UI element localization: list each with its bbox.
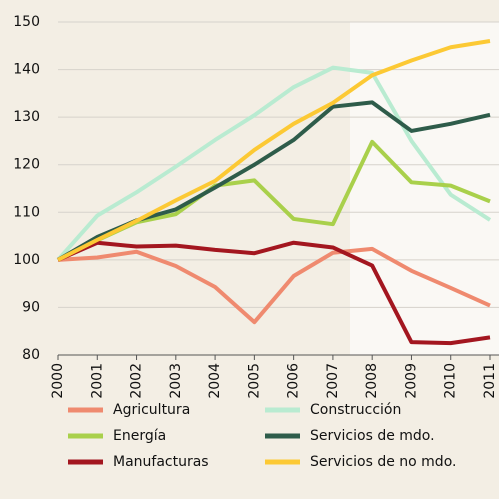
- y-tick-label: 140: [13, 62, 40, 78]
- legend-label: Servicios de mdo.: [310, 428, 435, 444]
- y-tick-label: 150: [13, 14, 40, 30]
- series-line: [57, 240, 491, 346]
- series-line: [56, 65, 492, 262]
- legend-label: Energía: [113, 428, 166, 444]
- x-tick-label: 2008: [364, 363, 380, 399]
- x-tick-label: 2010: [443, 363, 459, 399]
- x-tick-label: 2007: [325, 363, 341, 399]
- x-tick-label: 2005: [246, 363, 262, 399]
- x-tick-label: 2003: [168, 363, 184, 399]
- x-tick-label: 2000: [50, 363, 66, 399]
- y-tick-label: 80: [22, 347, 40, 363]
- x-tick-label: 2011: [482, 363, 498, 399]
- x-tick-label: 2002: [129, 363, 145, 399]
- x-tick-label: 2006: [286, 363, 302, 399]
- x-tick-label: 2001: [89, 363, 105, 399]
- y-tick-label: 90: [22, 299, 40, 315]
- series-line: [57, 246, 491, 325]
- y-tick-label: 100: [13, 252, 40, 268]
- x-tick-label: 2004: [207, 363, 223, 399]
- y-tick-label: 110: [13, 204, 40, 220]
- legend-label: Servicios de no mdo.: [310, 454, 456, 470]
- legend-label: Construcción: [310, 402, 401, 418]
- x-tick-label: 2009: [403, 363, 419, 399]
- y-tick-label: 120: [13, 157, 40, 173]
- legend-label: Agricultura: [113, 402, 190, 418]
- legend-label: Manufacturas: [113, 454, 209, 470]
- series-line: [57, 39, 491, 262]
- y-tick-label: 130: [13, 109, 40, 125]
